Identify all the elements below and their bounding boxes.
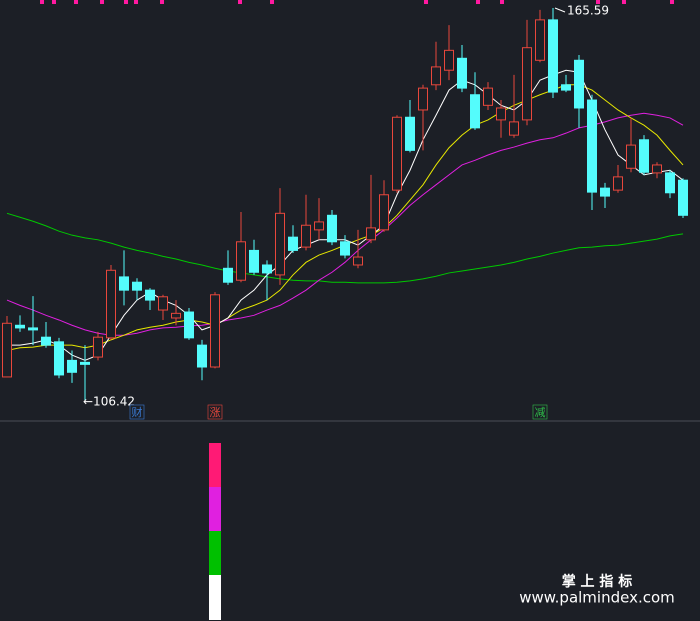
ma-line [6,212,684,284]
candle-body [301,224,311,248]
candle-body [236,241,246,281]
event-marker: 涨 [210,406,221,419]
candle-body [106,269,116,339]
candle-body [197,344,207,368]
candle-body [457,57,467,89]
ma-line [6,112,684,336]
candle-body [626,144,636,169]
candle-body [223,267,233,283]
event-marker-box [129,404,145,420]
candle-body [496,107,506,121]
candle-body [587,99,597,193]
candle-body [613,176,623,191]
event-marker-box [532,404,548,420]
event-marker: 财 [132,405,143,419]
candle-body [288,236,298,251]
candle-body [262,264,272,274]
candle-body [431,66,441,86]
candle-body [483,87,493,106]
event-marker-box [207,404,223,420]
candle-body [405,116,415,151]
candle-body [418,87,428,111]
candle-body [522,47,532,121]
candle-body [574,59,584,109]
candle-body [41,336,51,346]
candle-body [119,276,129,291]
candle-body [132,281,142,291]
candle-body [665,172,675,194]
candle-body [639,139,649,173]
candle-body [652,164,662,174]
candle-body [210,294,220,368]
candle-body [535,19,545,61]
candle-body [392,116,402,191]
annotation-pointer [554,7,566,13]
candle-body [509,121,519,136]
candle-body [184,311,194,339]
candle-body [67,359,77,373]
candle-body [93,336,103,358]
candle-body [2,322,12,378]
candle-body [340,241,350,256]
candle-body [366,227,376,241]
candle-body [28,327,38,331]
signal-ticks [40,0,674,4]
candle-body [80,361,90,365]
candle-body [327,214,337,243]
watermark-title: 掌 上 指 标 [562,573,633,590]
candle-body [548,19,558,93]
candle-body [249,249,259,273]
watermark-url: www.palmindex.com [519,589,675,607]
candle-body [678,179,688,216]
event-marker: 减 [535,406,546,419]
candle-body [600,187,610,197]
candle-body [353,256,363,266]
candle-body [379,194,389,231]
candle-body [171,312,181,319]
candle-body [470,94,480,129]
candle-body [275,212,285,276]
candle-body [444,49,454,71]
candle-body [145,289,155,301]
annotation: ←106.42 [83,394,135,408]
candle-body [314,221,324,231]
candle-body [158,296,168,311]
candle-body [54,341,64,376]
indicator-bar [209,443,221,620]
annotation: 165.59 [567,4,609,18]
candle-body [15,324,25,329]
candle-body [561,84,571,91]
